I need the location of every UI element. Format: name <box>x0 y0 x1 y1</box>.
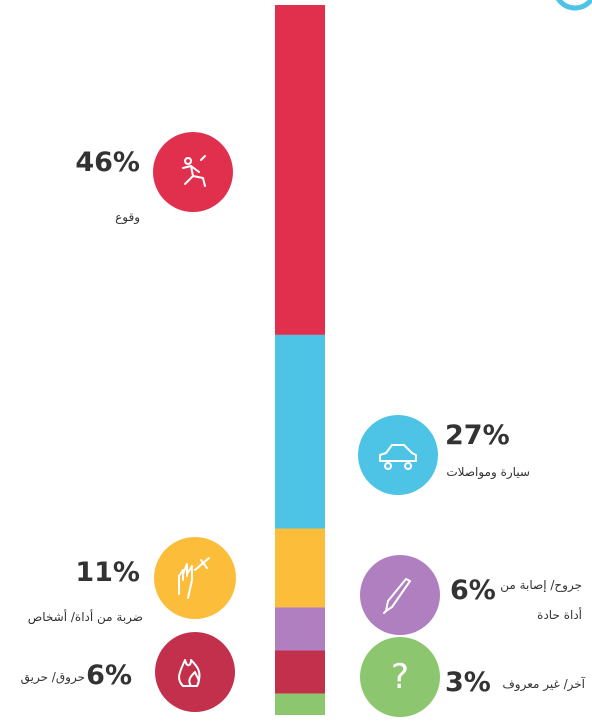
icon <box>178 659 201 687</box>
icon-text: ? <box>391 657 409 697</box>
value-label: 3% <box>445 667 491 698</box>
icon-stroke <box>379 444 417 470</box>
bar-segment <box>275 5 325 335</box>
bar-segment <box>275 528 325 608</box>
category-label: آخر/ غير معروف <box>502 677 585 691</box>
bar-segment <box>275 607 325 651</box>
bar-segment <box>275 693 325 715</box>
icon-stroke <box>383 578 411 614</box>
icon: ? <box>391 657 409 697</box>
bar-segment <box>275 650 325 694</box>
category-label: سيارة ومواصلات <box>446 465 530 479</box>
icon <box>178 557 210 599</box>
category-label: وقوع <box>115 210 140 224</box>
icon-stroke <box>178 659 201 687</box>
icon <box>182 155 206 187</box>
icon-circle <box>358 415 438 495</box>
value-label: 6% <box>450 575 496 606</box>
category-label: جروح/ إصابة من أداة حادة <box>500 578 582 622</box>
icon-circle <box>154 537 236 619</box>
icon <box>379 444 417 470</box>
icon-circle <box>360 637 440 717</box>
value-label: 46% <box>75 147 140 178</box>
category-label: حروق/ حريق <box>20 670 85 684</box>
decor-circle <box>556 0 592 11</box>
value-label: 27% <box>445 420 510 451</box>
value-label: 11% <box>75 557 140 588</box>
category-label: ضربة من أداة/ أشخاص <box>27 610 143 624</box>
value-label: 6% <box>86 660 132 691</box>
icon-stroke <box>178 557 210 599</box>
icon-stroke <box>182 155 206 187</box>
bar-segment <box>275 334 325 529</box>
icon <box>383 578 411 614</box>
